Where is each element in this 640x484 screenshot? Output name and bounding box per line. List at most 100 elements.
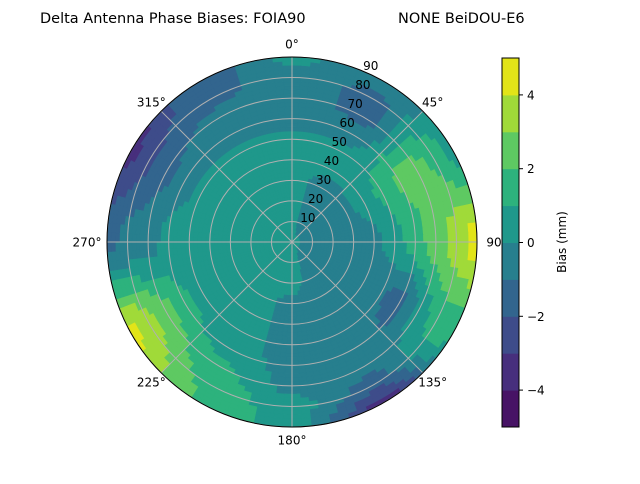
contour-cell: [284, 398, 292, 402]
contour-cell: [288, 320, 292, 324]
contour-cell: [152, 235, 156, 242]
contour-cell: [354, 239, 358, 242]
contour-cell: [198, 247, 202, 252]
contour-cell: [292, 152, 297, 156]
contour-cell: [292, 312, 296, 316]
contour-cell: [382, 232, 386, 237]
contour-cell: [382, 247, 386, 252]
contour-cell: [206, 237, 210, 242]
contour-cell: [292, 373, 299, 377]
contour-cell: [214, 238, 218, 242]
contour-cell: [160, 242, 164, 249]
contour-cell: [115, 233, 119, 242]
contour-cell: [374, 242, 378, 247]
contour-cell: [202, 233, 206, 238]
contour-cell: [292, 65, 301, 69]
contour-cell: [292, 172, 296, 176]
contour-cell: [362, 238, 366, 242]
contour-cell: [460, 242, 464, 251]
contour-cell: [296, 312, 300, 316]
contour-cell: [297, 332, 302, 336]
contour-cell: [193, 242, 197, 247]
contour-cell: [292, 106, 299, 110]
contour-cell: [464, 242, 468, 251]
contour-cell: [444, 242, 448, 250]
contour-cell: [214, 246, 218, 250]
contour-cell: [286, 345, 292, 349]
contour-cell: [297, 152, 302, 156]
contour-cell: [197, 242, 201, 247]
contour-cell: [292, 123, 298, 127]
contour-cell: [177, 236, 181, 242]
contour-cell: [403, 236, 407, 242]
contour-cell: [292, 316, 296, 320]
contour-cell: [292, 127, 298, 131]
contour-cell: [297, 143, 302, 147]
contour-cell: [292, 361, 298, 365]
contour-cell: [287, 324, 292, 328]
contour-cell: [197, 237, 201, 242]
contour-cell: [292, 332, 297, 336]
contour-cell: [411, 242, 415, 248]
contour-cell: [292, 69, 301, 73]
contour-cell: [292, 82, 300, 86]
contour-cell: [222, 242, 226, 246]
contour-cell: [292, 394, 300, 398]
contour-cell: [218, 242, 222, 246]
contour-cell: [382, 237, 386, 242]
contour-cell: [292, 160, 296, 164]
contour-cell: [292, 369, 299, 373]
contour-cell: [287, 332, 292, 336]
contour-cell: [202, 237, 206, 242]
contour-cell: [407, 236, 411, 242]
contour-cell: [292, 102, 299, 106]
contour-cell: [173, 236, 177, 242]
contour-cell: [285, 369, 292, 373]
contour-cell: [448, 242, 452, 250]
contour-cell: [366, 234, 370, 238]
contour-cell: [193, 232, 197, 237]
contour-cell: [140, 242, 144, 250]
contour-cell: [287, 336, 292, 340]
contour-cell: [148, 234, 152, 242]
contour-cell: [286, 361, 292, 365]
contour-cell: [214, 242, 218, 246]
contour-cell: [362, 234, 366, 238]
contour-cell: [370, 238, 374, 242]
contour-cell: [193, 237, 197, 242]
contour-cell: [432, 242, 436, 250]
contour-cell: [292, 176, 295, 180]
contour-cell: [440, 242, 444, 250]
contour-cell: [358, 238, 362, 242]
contour-cell: [226, 242, 230, 245]
contour-cell: [469, 233, 473, 242]
contour-cell: [169, 242, 173, 248]
contour-cell: [218, 238, 222, 242]
contour-cell: [378, 237, 382, 242]
contour-cell: [292, 414, 301, 418]
contour-cell: [284, 382, 292, 386]
contour-cell: [202, 247, 206, 252]
contour-cell: [374, 237, 378, 242]
contour-cell: [210, 242, 214, 246]
contour-cell: [292, 353, 298, 357]
contour-cell: [292, 110, 299, 114]
contour-cell: [283, 414, 292, 418]
contour-cell: [286, 357, 292, 361]
contour-cell: [283, 419, 292, 423]
contour-cell: [292, 349, 298, 353]
contour-cell: [391, 237, 395, 242]
contour-cell: [297, 328, 302, 332]
title-right: NONE BeiDOU-E6: [398, 11, 525, 27]
contour-cell: [432, 234, 436, 242]
contour-cell: [286, 349, 292, 353]
contour-cell: [292, 382, 300, 386]
contour-cell: [156, 235, 160, 242]
contour-cell: [366, 242, 370, 246]
contour-cell: [173, 242, 177, 248]
contour-cell: [378, 247, 382, 252]
contour-cell: [156, 242, 160, 249]
contour-cell: [284, 394, 292, 398]
contour-cell: [285, 377, 292, 381]
